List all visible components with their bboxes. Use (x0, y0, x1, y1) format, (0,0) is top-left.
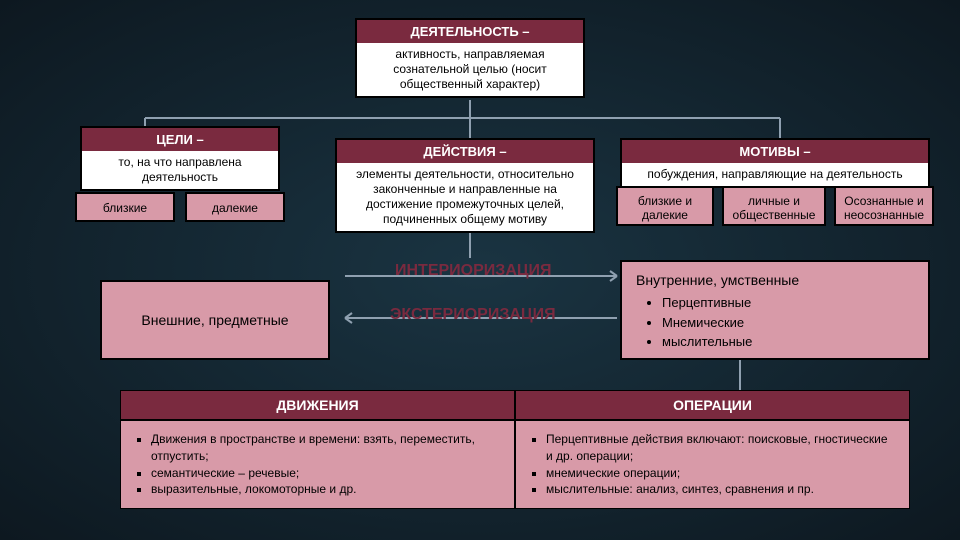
operations-item: мыслительные: анализ, синтез, сравнения … (546, 481, 895, 498)
table-cell-operations: Перцептивные действия включают: поисковы… (515, 420, 910, 509)
motives-sub-3: Осознанные и неосознанные (834, 186, 934, 226)
activity-box: ДЕЯТЕЛЬНОСТЬ – активность, направляемая … (355, 18, 585, 98)
external-box: Внешние, предметные (100, 280, 330, 360)
movements-item: Движения в пространстве и времени: взять… (151, 431, 500, 465)
goals-sub-near: близкие (75, 192, 175, 222)
actions-title: ДЕЙСТВИЯ – (337, 140, 593, 163)
internal-box: Внутренние, умственные Перцептивные Мнем… (620, 260, 930, 360)
table-cell-movements: Движения в пространстве и времени: взять… (120, 420, 515, 509)
goals-sub-far: далекие (185, 192, 285, 222)
internal-item: Мнемические (662, 313, 914, 333)
goals-title: ЦЕЛИ – (82, 128, 278, 151)
motives-title: МОТИВЫ – (622, 140, 928, 163)
internal-list: Перцептивные Мнемические мыслительные (662, 293, 914, 352)
movements-item: выразительные, локомоторные и др. (151, 481, 500, 498)
activity-title: ДЕЯТЕЛЬНОСТЬ – (357, 20, 583, 43)
goals-desc: то, на что направлена деятельность (82, 151, 278, 189)
interiorization-label: ИНТЕРИОРИЗАЦИЯ (395, 262, 552, 280)
internal-item: мыслительные (662, 332, 914, 352)
actions-box: ДЕЙСТВИЯ – элементы деятельности, относи… (335, 138, 595, 233)
internal-title: Внутренние, умственные (636, 270, 914, 291)
goals-box: ЦЕЛИ – то, на что направлена деятельност… (80, 126, 280, 191)
motives-sub-2: личные и общественные (722, 186, 826, 226)
bottom-table: ДВИЖЕНИЯ ОПЕРАЦИИ Движения в пространств… (120, 390, 910, 509)
internal-item: Перцептивные (662, 293, 914, 313)
operations-item: Перцептивные действия включают: поисковы… (546, 431, 895, 465)
operations-item: мнемические операции; (546, 465, 895, 482)
table-header-operations: ОПЕРАЦИИ (515, 390, 910, 420)
motives-sub-1: близкие и далекие (616, 186, 714, 226)
motives-box: МОТИВЫ – побуждения, направляющие на дея… (620, 138, 930, 188)
motives-desc: побуждения, направляющие на деятельность (622, 163, 928, 186)
actions-desc: элементы деятельности, относительно зако… (337, 163, 593, 231)
activity-desc: активность, направляемая сознательной це… (357, 43, 583, 96)
table-header-movements: ДВИЖЕНИЯ (120, 390, 515, 420)
movements-item: семантические – речевые; (151, 465, 500, 482)
exteriorization-label: ЭКСТЕРИОРИЗАЦИЯ (390, 306, 556, 324)
external-label: Внешние, предметные (141, 312, 288, 328)
